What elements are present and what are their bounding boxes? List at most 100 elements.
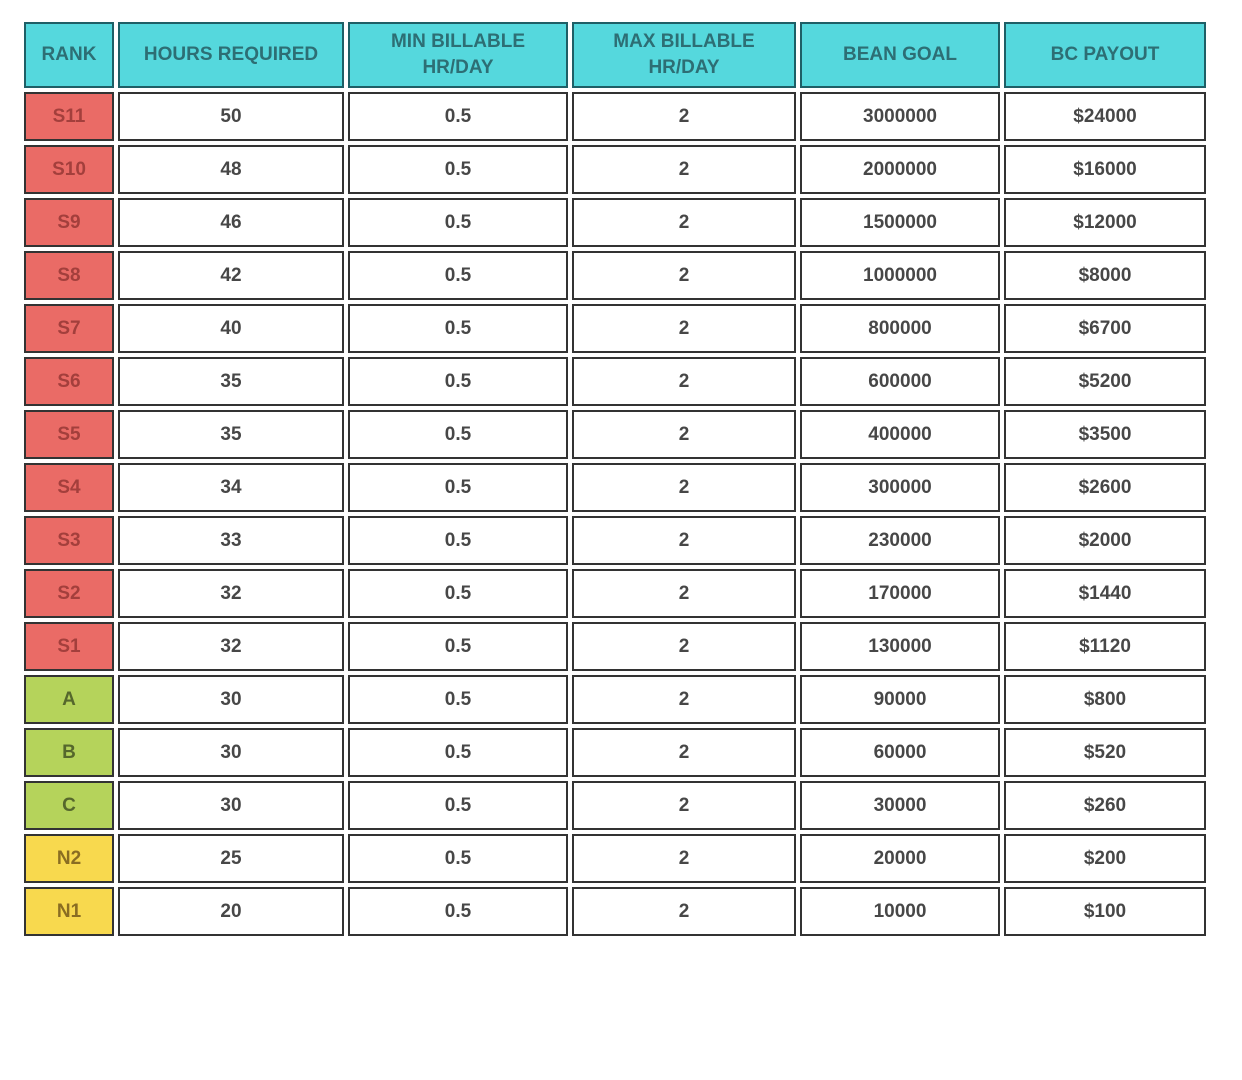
min-billable-cell: 0.5: [348, 145, 568, 194]
min-billable-cell: 0.5: [348, 92, 568, 141]
min-billable-cell: 0.5: [348, 781, 568, 830]
bc-payout-cell: $2000: [1004, 516, 1206, 565]
rank-cell: S7: [24, 304, 114, 353]
rank-cell: S3: [24, 516, 114, 565]
column-header-bean-goal: BEAN GOAL: [800, 22, 1000, 88]
rank-cell: S11: [24, 92, 114, 141]
table-row: S11 50 0.5 2 3000000 $24000: [24, 92, 1206, 141]
bean-goal-cell: 300000: [800, 463, 1000, 512]
table-header: RANK HOURS REQUIRED MIN BILLABLE HR/DAY …: [24, 22, 1206, 88]
bc-payout-cell: $24000: [1004, 92, 1206, 141]
min-billable-cell: 0.5: [348, 357, 568, 406]
bc-payout-cell: $3500: [1004, 410, 1206, 459]
hours-cell: 20: [118, 887, 344, 936]
bean-goal-cell: 230000: [800, 516, 1000, 565]
min-billable-cell: 0.5: [348, 728, 568, 777]
table-body: S11 50 0.5 2 3000000 $24000 S10 48 0.5 2 2000000 $1…: [24, 92, 1206, 936]
bc-payout-cell: $260: [1004, 781, 1206, 830]
rank-cell: S1: [24, 622, 114, 671]
rank-cell: B: [24, 728, 114, 777]
hours-cell: 50: [118, 92, 344, 141]
bean-goal-cell: 60000: [800, 728, 1000, 777]
bc-payout-cell: $1120: [1004, 622, 1206, 671]
rank-cell: A: [24, 675, 114, 724]
bc-payout-cell: $1440: [1004, 569, 1206, 618]
max-billable-cell: 2: [572, 569, 796, 618]
table-row: S1 32 0.5 2 130000 $1120: [24, 622, 1206, 671]
hours-cell: 35: [118, 357, 344, 406]
rank-payout-table: RANK HOURS REQUIRED MIN BILLABLE HR/DAY …: [20, 18, 1210, 940]
bc-payout-cell: $8000: [1004, 251, 1206, 300]
bean-goal-cell: 2000000: [800, 145, 1000, 194]
table-row: S7 40 0.5 2 800000 $6700: [24, 304, 1206, 353]
max-billable-cell: 2: [572, 728, 796, 777]
bc-payout-cell: $16000: [1004, 145, 1206, 194]
max-billable-cell: 2: [572, 675, 796, 724]
table-row: S2 32 0.5 2 170000 $1440: [24, 569, 1206, 618]
bc-payout-cell: $800: [1004, 675, 1206, 724]
bean-goal-cell: 30000: [800, 781, 1000, 830]
hours-cell: 48: [118, 145, 344, 194]
bc-payout-cell: $200: [1004, 834, 1206, 883]
rank-cell: S10: [24, 145, 114, 194]
hours-cell: 34: [118, 463, 344, 512]
hours-cell: 42: [118, 251, 344, 300]
hours-cell: 30: [118, 728, 344, 777]
table-row: S9 46 0.5 2 1500000 $12000: [24, 198, 1206, 247]
bc-payout-cell: $12000: [1004, 198, 1206, 247]
max-billable-cell: 2: [572, 145, 796, 194]
rank-cell: S8: [24, 251, 114, 300]
bc-payout-cell: $5200: [1004, 357, 1206, 406]
table-row: S5 35 0.5 2 400000 $3500: [24, 410, 1206, 459]
table-row: A 30 0.5 2 90000 $800: [24, 675, 1206, 724]
bean-goal-cell: 600000: [800, 357, 1000, 406]
table-row: C 30 0.5 2 30000 $260: [24, 781, 1206, 830]
max-billable-cell: 2: [572, 410, 796, 459]
table-row: N1 20 0.5 2 10000 $100: [24, 887, 1206, 936]
min-billable-cell: 0.5: [348, 463, 568, 512]
bc-payout-cell: $2600: [1004, 463, 1206, 512]
table-row: S10 48 0.5 2 2000000 $16000: [24, 145, 1206, 194]
rank-cell: S6: [24, 357, 114, 406]
min-billable-cell: 0.5: [348, 198, 568, 247]
hours-cell: 25: [118, 834, 344, 883]
column-header-rank: RANK: [24, 22, 114, 88]
column-header-max-billable: MAX BILLABLE HR/DAY: [572, 22, 796, 88]
min-billable-cell: 0.5: [348, 622, 568, 671]
bc-payout-cell: $100: [1004, 887, 1206, 936]
min-billable-cell: 0.5: [348, 516, 568, 565]
min-billable-cell: 0.5: [348, 675, 568, 724]
max-billable-cell: 2: [572, 781, 796, 830]
bc-payout-cell: $520: [1004, 728, 1206, 777]
bean-goal-cell: 130000: [800, 622, 1000, 671]
hours-cell: 30: [118, 781, 344, 830]
table-row: B 30 0.5 2 60000 $520: [24, 728, 1206, 777]
max-billable-cell: 2: [572, 92, 796, 141]
hours-cell: 32: [118, 569, 344, 618]
header-row: RANK HOURS REQUIRED MIN BILLABLE HR/DAY …: [24, 22, 1206, 88]
rank-cell: N2: [24, 834, 114, 883]
table-row: S8 42 0.5 2 1000000 $8000: [24, 251, 1206, 300]
bc-payout-cell: $6700: [1004, 304, 1206, 353]
hours-cell: 30: [118, 675, 344, 724]
table-row: S3 33 0.5 2 230000 $2000: [24, 516, 1206, 565]
hours-cell: 40: [118, 304, 344, 353]
max-billable-cell: 2: [572, 357, 796, 406]
hours-cell: 46: [118, 198, 344, 247]
bean-goal-cell: 1000000: [800, 251, 1000, 300]
table-row: N2 25 0.5 2 20000 $200: [24, 834, 1206, 883]
column-header-bc-payout: BC PAYOUT: [1004, 22, 1206, 88]
rank-cell: S9: [24, 198, 114, 247]
column-header-min-billable: MIN BILLABLE HR/DAY: [348, 22, 568, 88]
column-header-hours-required: HOURS REQUIRED: [118, 22, 344, 88]
rank-cell: C: [24, 781, 114, 830]
min-billable-cell: 0.5: [348, 887, 568, 936]
max-billable-cell: 2: [572, 834, 796, 883]
hours-cell: 33: [118, 516, 344, 565]
hours-cell: 32: [118, 622, 344, 671]
min-billable-cell: 0.5: [348, 304, 568, 353]
bean-goal-cell: 3000000: [800, 92, 1000, 141]
table-row: S6 35 0.5 2 600000 $5200: [24, 357, 1206, 406]
min-billable-cell: 0.5: [348, 834, 568, 883]
rank-cell: S5: [24, 410, 114, 459]
